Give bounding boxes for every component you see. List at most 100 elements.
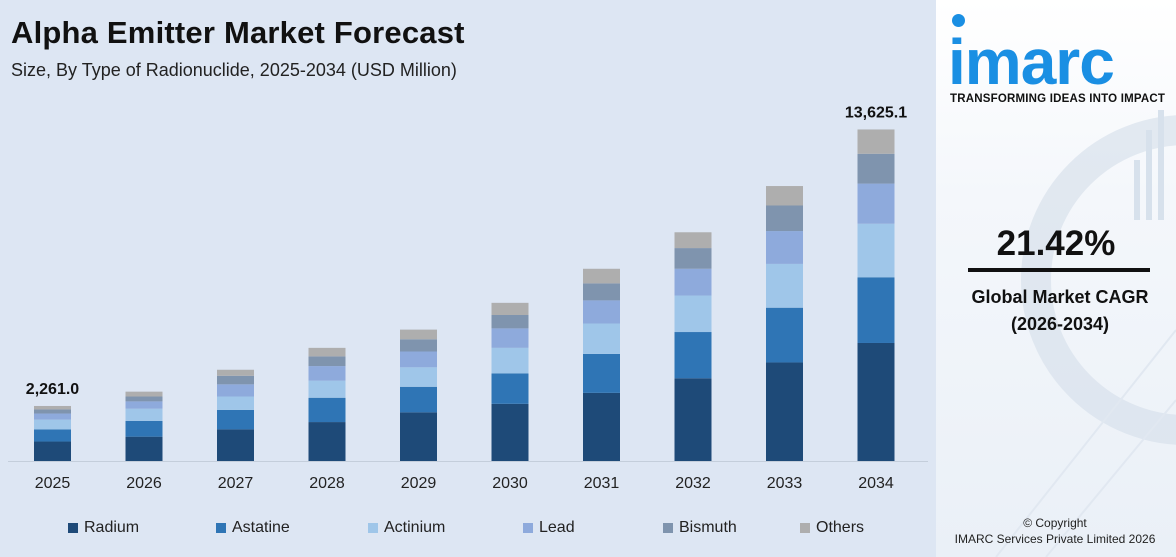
legend-swatch-astatine (216, 523, 226, 533)
bar-segment-others-2026 (125, 391, 163, 397)
bar-segment-lead-2032 (674, 268, 712, 296)
bar-segment-astatine-2034 (857, 277, 895, 343)
legend-label-actinium: Actinium (384, 519, 446, 536)
x-tick-label-2028: 2028 (309, 475, 345, 492)
bar-segment-lead-2033 (766, 231, 803, 264)
bar-segment-lead-2025 (34, 413, 71, 420)
legend-item-actinium: Actinium (368, 519, 445, 537)
bar-segment-others-2025 (34, 405, 71, 410)
legend-swatch-others (800, 523, 810, 533)
bar-segment-others-2027 (217, 369, 254, 376)
bar-segment-radium-2029 (400, 412, 437, 461)
legend-item-astatine: Astatine (216, 519, 290, 537)
bar-segment-actinium-2031 (583, 323, 620, 354)
chart-subtitle: Size, By Type of Radionuclide, 2025-2034… (11, 60, 457, 80)
bar-segment-lead-2026 (125, 401, 163, 409)
legend-swatch-lead (523, 523, 533, 533)
x-tick-label-2025: 2025 (35, 475, 71, 492)
legend-item-radium: Radium (68, 519, 139, 537)
logo-dot-icon (952, 14, 965, 27)
cagr-value: 21.42% (996, 224, 1116, 263)
bar-segment-bismuth-2027 (217, 375, 254, 385)
bar-segment-others-2033 (766, 186, 803, 206)
legend-swatch-bismuth (663, 523, 673, 533)
legend-label-lead: Lead (539, 519, 575, 536)
bar-segment-radium-2028 (308, 422, 346, 461)
bar-segment-actinium-2027 (217, 396, 254, 410)
bar-segment-others-2030 (491, 302, 529, 315)
bar-segment-radium-2027 (217, 429, 254, 461)
cagr-label-line2: (2026-2034) (1010, 314, 1110, 334)
bar-segment-astatine-2029 (400, 386, 437, 413)
logo-wordmark: imarc (948, 26, 1115, 98)
bar-segment-actinium-2025 (34, 419, 71, 430)
decorative-background (995, 110, 1176, 557)
legend: Radium Astatine Actinium Lead Bismuth Others (68, 519, 928, 539)
legend-label-bismuth: Bismuth (679, 519, 737, 536)
x-tick-label-2032: 2032 (675, 475, 711, 492)
bar-segment-actinium-2030 (491, 347, 529, 374)
bar-segment-lead-2031 (583, 300, 620, 324)
bar-segment-astatine-2028 (308, 397, 346, 423)
bar-segment-actinium-2029 (400, 367, 437, 387)
bar-segment-lead-2030 (491, 328, 529, 348)
bar-segment-bismuth-2025 (34, 409, 71, 414)
bar-segment-bismuth-2034 (857, 153, 895, 184)
x-tick-label-2029: 2029 (401, 475, 437, 492)
bar-segment-bismuth-2031 (583, 283, 620, 301)
legend-swatch-actinium (368, 523, 378, 533)
bar-segment-actinium-2033 (766, 263, 803, 308)
bar-segment-astatine-2033 (766, 307, 803, 363)
bar-segment-bismuth-2033 (766, 205, 803, 232)
copyright-line2: IMARC Services Private Limited 2026 (954, 532, 1156, 546)
copyright: © Copyright IMARC Services Private Limit… (936, 515, 1174, 547)
data-label-2025: 2,261.0 (26, 381, 79, 398)
cagr-divider (968, 268, 1150, 272)
chart-title: Alpha Emitter Market Forecast (11, 15, 465, 50)
logo-tagline: TRANSFORMING IDEAS INTO IMPACT (950, 93, 1166, 105)
legend-label-others: Others (816, 519, 865, 536)
cagr-label: Global Market CAGR (2026-2034) (936, 284, 1176, 338)
bar-segment-radium-2031 (583, 392, 620, 461)
x-tick-label-2030: 2030 (492, 475, 528, 492)
stacked-bar-chart: 2025 2,261.0 2026 2027 2028 2029 2030 2031 2032 2… (8, 104, 928, 492)
bar-segment-bismuth-2030 (491, 315, 529, 329)
bar-segment-radium-2026 (125, 436, 163, 461)
imarc-logo: imarc TRANSFORMING IDEAS INTO IMPACT (948, 10, 1174, 110)
bar-segment-radium-2032 (674, 378, 712, 461)
bar-segment-bismuth-2028 (308, 356, 346, 367)
x-tick-label-2031: 2031 (584, 475, 620, 492)
bar-segment-others-2029 (400, 329, 437, 340)
copyright-line1: © Copyright (1023, 516, 1087, 530)
bar-segment-others-2028 (308, 347, 346, 357)
bar-segment-others-2032 (674, 232, 712, 249)
bar-segment-astatine-2032 (674, 332, 712, 379)
legend-label-radium: Radium (84, 519, 140, 536)
side-panel: imarc TRANSFORMING IDEAS INTO IMPACT 21.… (936, 0, 1176, 557)
bar-segment-actinium-2028 (308, 380, 346, 398)
bar-segment-bismuth-2026 (125, 396, 163, 402)
chart-area: Alpha Emitter Market Forecast Size, By T… (0, 0, 936, 557)
bar-segment-radium-2034 (857, 342, 895, 461)
bar-segment-actinium-2026 (125, 408, 163, 421)
bar-segment-astatine-2030 (491, 373, 529, 404)
bar-segment-lead-2029 (400, 351, 437, 368)
bar-segment-actinium-2034 (857, 223, 895, 278)
bar-segment-lead-2027 (217, 384, 254, 397)
bar-segment-radium-2030 (491, 403, 529, 461)
legend-item-others: Others (800, 519, 864, 537)
bar-segment-bismuth-2029 (400, 339, 437, 352)
bar-segment-bismuth-2032 (674, 248, 712, 269)
x-tick-label-2034: 2034 (858, 475, 894, 492)
bar-segment-astatine-2027 (217, 409, 254, 430)
bar-segment-others-2034 (857, 129, 895, 154)
x-tick-label-2026: 2026 (126, 475, 162, 492)
bar-segment-astatine-2026 (125, 420, 163, 437)
x-tick-label-2027: 2027 (218, 475, 254, 492)
bar-segment-radium-2025 (34, 441, 71, 461)
legend-label-astatine: Astatine (232, 519, 290, 536)
bar-segment-radium-2033 (766, 362, 803, 461)
bar-segment-lead-2034 (857, 183, 895, 224)
legend-swatch-radium (68, 523, 78, 533)
legend-item-lead: Lead (523, 519, 575, 537)
